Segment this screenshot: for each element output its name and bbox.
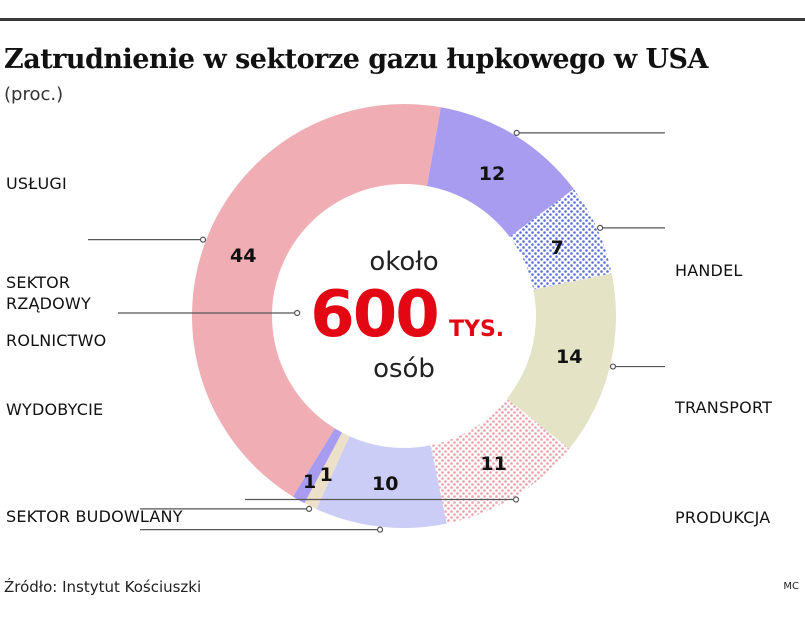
value-label-produkcja: 14 [556,346,582,368]
category-label-wydobycie: WYDOBYCIE [6,400,103,419]
value-label-sektor-budowlany: 11 [480,453,506,475]
slice-sektor-budowlany [430,398,570,524]
slice-transport [509,189,612,290]
chart-title: Zatrudnienie w sektorze gazu łupkowego w… [4,44,708,75]
author-credit: MC [783,581,799,592]
center-text: około 600 TYS. osób [310,247,504,384]
category-label-handel: HANDEL [675,261,743,280]
leader-dot-sektor-rzadowy [294,309,301,317]
leader-dot-rolnictwo [305,505,313,513]
center-unit: TYS. [449,317,504,342]
category-label-sektor-budowlany: SEKTOR BUDOWLANY [6,507,183,526]
category-labels: HANDEL TRANSPORT PRODUKCJA SEKTOR BUDOWLANY… [6,174,772,527]
leader-dot-transport [597,224,604,231]
chart-subtitle: (proc.) [4,84,64,105]
leader-dot-sektor-budowlany [512,496,520,503]
leader-dot-wydobycie [376,526,384,533]
category-label-sektor-rzadowy-line-1: SEKTOR [6,273,70,292]
category-label-rolnictwo: ROLNICTWO [6,331,106,350]
value-label-wydobycie: 10 [372,473,398,495]
slice-sektor-rzadowy [292,428,343,504]
center-line-1: około [369,247,438,277]
value-labels: 12 7 14 11 10 11 44 [230,163,582,495]
category-label-transport: TRANSPORT [674,398,772,417]
slice-wydobycie [316,436,447,529]
donut-slices [191,103,616,529]
top-rule [0,18,805,21]
value-label-us-ugi: 44 [230,245,256,267]
category-label-produkcja: PRODUKCJA [675,508,770,527]
slice-us-ugi [191,103,441,497]
slice-produkcja [506,273,616,449]
category-label-sektor-rzadowy-line-2: RZĄDOWY [6,294,91,313]
leader-dot-handel [513,129,520,136]
leader-dot-us-ugi [199,236,207,243]
value-label-handel: 12 [479,163,505,185]
center-big-number: 600 [310,278,438,352]
center-line-3: osób [373,354,435,384]
slice-handel [426,107,574,237]
slice-rolnictwo [304,432,350,510]
leader-lines [88,129,665,533]
category-label-us-ugi: USŁUGI [6,174,67,193]
source-note: Źródło: Instytut Kościuszki [4,578,202,596]
leader-dot-produkcja [609,363,617,370]
value-label-transport: 7 [551,237,564,259]
value-label-rolnictwo: 1 [320,464,333,486]
value-label-sektor-rzadowy: 1 [303,471,316,493]
